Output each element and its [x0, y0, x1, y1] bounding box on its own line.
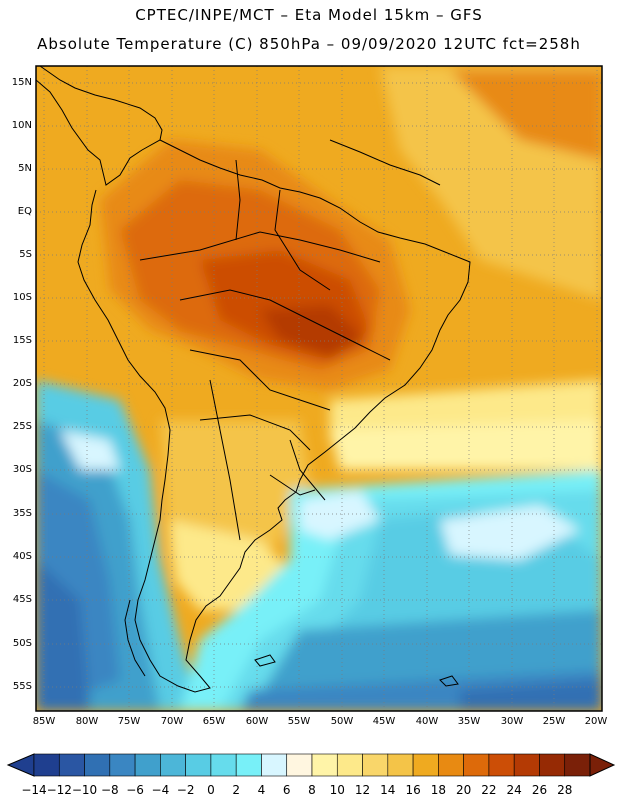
colorbar-swatch [160, 753, 186, 777]
lon-label: 80W [75, 716, 99, 727]
colorbar-swatch [412, 753, 439, 777]
map-title-line2: Absolute Temperature (C) 850hPa – 09/09/… [37, 35, 581, 53]
colorbar-arrow-high [589, 753, 616, 777]
lon-label: 50W [330, 716, 354, 727]
colorbar-arrow-low [6, 753, 35, 777]
lat-label: 30S [12, 464, 32, 475]
lon-label: 45W [372, 716, 396, 727]
colorbar-swatch [286, 753, 313, 777]
colorbar-label: 20 [455, 783, 472, 797]
lon-label: 55W [287, 716, 311, 727]
colorbar-label: −14 [21, 783, 47, 797]
colorbar-swatch [336, 753, 363, 777]
lon-label: 70W [160, 716, 184, 727]
colorbar-swatch [134, 753, 161, 777]
lat-label: 5N [18, 163, 32, 174]
colorbar-swatch [488, 753, 515, 777]
colorbar-label: 16 [405, 783, 421, 797]
colorbar-label: −12 [46, 783, 72, 797]
lon-label: 65W [202, 716, 226, 727]
lon-label: 85W [32, 716, 56, 727]
lat-label: EQ [17, 206, 32, 217]
colorbar-swatch [362, 753, 389, 777]
lon-label: 20W [584, 716, 608, 727]
colorbar-label: −4 [151, 783, 170, 797]
lon-label: 60W [245, 716, 269, 727]
colorbar-label: −6 [126, 783, 144, 797]
temperature-field [36, 66, 602, 711]
colorbar-label: 18 [430, 783, 446, 797]
colorbar-swatch [185, 753, 212, 777]
colorbar-swatch [438, 753, 464, 777]
colorbar-swatch [109, 753, 136, 777]
colorbar-label: 4 [257, 783, 266, 797]
colorbar-label: 22 [481, 783, 497, 797]
lon-label: 25W [542, 716, 566, 727]
colorbar-label: 0 [207, 783, 215, 797]
colorbar-label: −2 [176, 783, 195, 797]
colorbar-swatch [84, 753, 111, 777]
lat-label: 35S [12, 508, 32, 519]
colorbar-label: 24 [506, 783, 522, 797]
map-title-line1: CPTEC/INPE/MCT – Eta Model 15km – GFS [135, 6, 483, 24]
colorbar-swatch [539, 753, 566, 777]
colorbar-label: 10 [329, 783, 345, 797]
colorbar-swatch [235, 753, 262, 777]
lon-label: 40W [415, 716, 439, 727]
lat-label: 10N [11, 120, 32, 131]
colorbar-swatch [261, 753, 288, 777]
lat-label: 55S [12, 681, 32, 692]
colorbar-label: 2 [232, 783, 240, 797]
colorbar-swatch [513, 753, 540, 777]
colorbar-label: 28 [557, 783, 573, 797]
colorbar-label: −10 [71, 783, 98, 797]
colorbar-label: 14 [380, 783, 396, 797]
lat-label: 45S [12, 594, 32, 605]
lat-label: 10S [12, 292, 32, 303]
map-frame [35, 65, 603, 712]
lat-label: 25S [12, 421, 32, 432]
lat-label: 50S [12, 638, 32, 649]
lon-label: 35W [457, 716, 481, 727]
colorbar-swatch [210, 753, 237, 777]
colorbar-swatch [564, 753, 591, 777]
colorbar-swatch [387, 753, 414, 777]
colorbar-swatch [58, 753, 85, 777]
lat-label: 40S [12, 551, 32, 562]
colorbar [6, 753, 616, 777]
colorbar-swatch [463, 753, 490, 777]
lat-label: 5S [19, 249, 32, 260]
colorbar-label: −8 [100, 783, 119, 797]
colorbar-swatch [311, 753, 338, 777]
lat-label: 20S [12, 378, 32, 389]
lat-label: 15S [12, 335, 32, 346]
lat-label: 15N [11, 77, 32, 88]
colorbar-label: 26 [531, 783, 548, 797]
colorbar-label: 6 [282, 783, 291, 797]
colorbar-label: 8 [308, 783, 316, 797]
lon-label: 75W [117, 716, 141, 727]
coastlines [36, 66, 471, 693]
colorbar-swatch [33, 753, 60, 777]
colorbar-label: 12 [354, 783, 371, 797]
lon-label: 30W [500, 716, 524, 727]
